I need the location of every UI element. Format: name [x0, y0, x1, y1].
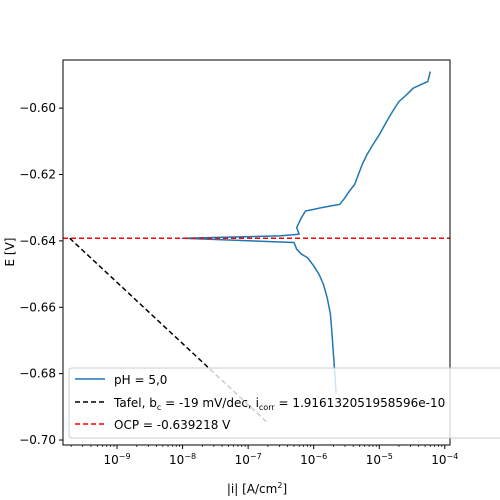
- legend-box: [68, 367, 500, 439]
- y-tick-label: −0.66: [19, 300, 56, 314]
- y-tick-label: −0.70: [19, 433, 56, 447]
- x-tick-label: 10−5: [366, 452, 393, 467]
- y-axis-label: E [V]: [3, 238, 17, 267]
- x-ticks: 10−9 10−8 10−7 10−6 10−5 10−4: [70, 445, 458, 467]
- x-tick-label: 10−7: [235, 452, 262, 467]
- x-tick-label: 10−9: [103, 452, 130, 467]
- x-tick-label: 10−4: [431, 452, 458, 467]
- y-tick-label: −0.62: [19, 168, 56, 182]
- x-axis-label: |i| [A/cm2]: [227, 481, 287, 496]
- legend-label-ph: pH = 5,0: [114, 373, 167, 387]
- axes-frame: [62, 59, 451, 446]
- y-tick-label: −0.64: [19, 234, 56, 248]
- legend-label-tafel: Tafel, bc = -19 mV/dec, icorr = 1.916132…: [113, 396, 445, 412]
- x-tick-label: 10−6: [300, 452, 327, 467]
- legend-label-ocp: OCP = -0.639218 V: [114, 418, 231, 432]
- x-tick-label: 10−8: [169, 452, 196, 467]
- y-tick-label: −0.60: [19, 101, 56, 115]
- legend: pH = 5,0 Tafel, bc = -19 mV/dec, icorr =…: [68, 367, 500, 439]
- y-tick-label: −0.68: [19, 367, 56, 381]
- y-ticks: −0.70 −0.68 −0.66 −0.64 −0.62 −0.60: [19, 101, 63, 447]
- series-ph-curve: [181, 71, 432, 394]
